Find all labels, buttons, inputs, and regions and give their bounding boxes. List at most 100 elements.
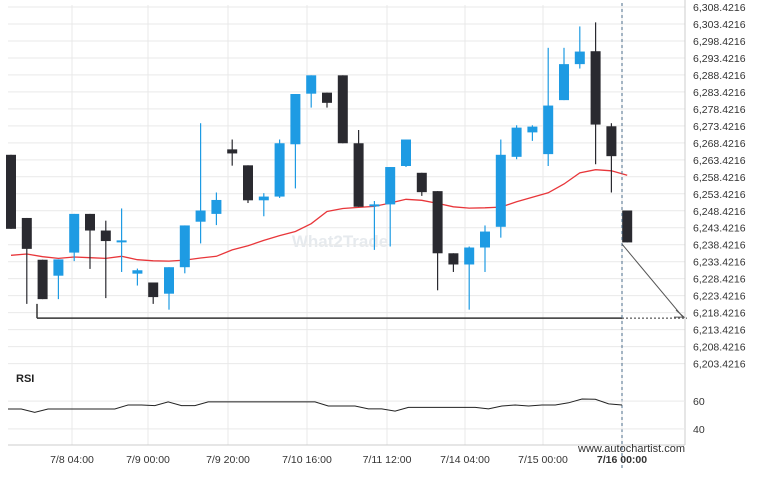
support-line-group: [36, 303, 687, 319]
time-tick-label: 7/15 00:00: [518, 454, 568, 466]
candle: [132, 268, 143, 286]
price-tick-label: 6,293.4216: [693, 53, 746, 65]
price-tick-label: 6,278.4216: [693, 104, 746, 116]
candle-body: [306, 75, 317, 94]
price-tick-label: 6,218.4216: [693, 308, 746, 320]
price-tick-label: 6,283.4216: [693, 87, 746, 99]
price-tick-label: 6,233.4216: [693, 257, 746, 269]
candle: [574, 26, 585, 69]
grid: [8, 0, 686, 446]
price-tick-label: 6,298.4216: [693, 36, 746, 48]
candle-body: [590, 51, 601, 125]
candle-body: [432, 191, 443, 254]
candle-body: [464, 247, 475, 265]
candle-body: [543, 105, 554, 155]
time-tick-label: 7/10 16:00: [282, 454, 332, 466]
candle: [543, 47, 554, 167]
candle: [100, 220, 111, 299]
candle: [495, 139, 506, 238]
forecast-arrow-head: [674, 309, 686, 318]
candle: [448, 253, 459, 272]
candle: [6, 154, 16, 229]
candle: [227, 139, 238, 166]
time-tick-label: 7/14 04:00: [440, 454, 490, 466]
candle: [306, 75, 317, 108]
forecast-arrow-line: [621, 243, 684, 318]
candle: [274, 139, 285, 198]
candle: [164, 267, 174, 310]
candle: [385, 167, 396, 247]
candle-body: [85, 213, 95, 231]
candle: [416, 172, 427, 196]
price-tick-label: 6,308.4216: [693, 2, 746, 14]
candle: [401, 139, 411, 168]
candle-body: [574, 51, 585, 65]
time-axis: 7/8 04:00 7/9 00:00 7/9 20:00 7/10 16:00 7/1…: [50, 454, 647, 466]
candle: [69, 213, 80, 262]
candle-body: [322, 92, 332, 103]
candle-body: [21, 217, 32, 249]
candle-body: [480, 231, 490, 248]
rsi-line: [8, 398, 623, 413]
time-tick-label: 7/9 00:00: [126, 454, 170, 466]
time-tick-label: 7/11 12:00: [363, 454, 412, 466]
candle-body: [100, 230, 111, 242]
price-tick-label: 6,203.4216: [693, 359, 746, 371]
candle-body: [37, 259, 48, 300]
candle-body: [243, 165, 253, 201]
candle-body: [148, 282, 159, 298]
watermark: What2Trade: [292, 232, 388, 251]
price-tick-label: 6,213.4216: [693, 325, 746, 337]
candle-body: [606, 126, 617, 157]
watermark-text: What2Trade: [292, 232, 388, 251]
candle-body: [53, 259, 64, 276]
candle: [337, 75, 348, 144]
candle-body: [258, 196, 269, 201]
candle: [21, 217, 32, 304]
candle: [527, 125, 538, 141]
candle-body: [337, 75, 348, 144]
candle-body: [132, 270, 143, 274]
price-tick-label: 6,258.4216: [693, 172, 746, 184]
candle: [511, 125, 522, 160]
rsi-tick-label: 60: [693, 396, 705, 408]
candle: [179, 225, 190, 274]
price-tick-label: 6,303.4216: [693, 19, 746, 31]
price-tick-label: 6,223.4216: [693, 291, 746, 303]
candle-body: [448, 253, 459, 265]
price-tick-label: 6,248.4216: [693, 206, 746, 218]
price-tick-label: 6,208.4216: [693, 342, 746, 354]
moving-average-line: [10, 169, 628, 262]
rsi-panel: 60 40: [8, 396, 705, 436]
candle-body: [211, 199, 222, 214]
price-tick-label: 6,238.4216: [693, 240, 746, 252]
candle-body: [401, 139, 411, 167]
candle: [464, 246, 475, 310]
candle-body: [116, 240, 127, 243]
candle-body: [559, 64, 569, 101]
candle-body: [416, 172, 427, 193]
candle-body: [369, 204, 380, 207]
candle-body: [69, 213, 80, 253]
rsi-title: RSI: [16, 373, 34, 385]
time-tick-label: 7/16 00:00: [597, 454, 647, 466]
candle: [211, 192, 222, 226]
price-tick-label: 6,268.4216: [693, 138, 746, 150]
price-axis: 6,308.4216 6,303.4216 6,298.4216 6,293.4216…: [693, 2, 746, 371]
candle-body: [527, 126, 538, 133]
time-tick-label: 7/9 20:00: [206, 454, 250, 466]
candle-body: [495, 154, 506, 227]
rsi-tick-label: 40: [693, 424, 705, 436]
candle: [290, 94, 301, 189]
candle: [369, 200, 380, 250]
candle: [590, 22, 601, 165]
candle: [622, 210, 633, 243]
candle: [53, 259, 64, 300]
candle: [322, 92, 332, 108]
candle-body: [6, 154, 16, 229]
candle: [480, 225, 490, 272]
candle: [606, 123, 617, 193]
price-tick-label: 6,263.4216: [693, 155, 746, 167]
